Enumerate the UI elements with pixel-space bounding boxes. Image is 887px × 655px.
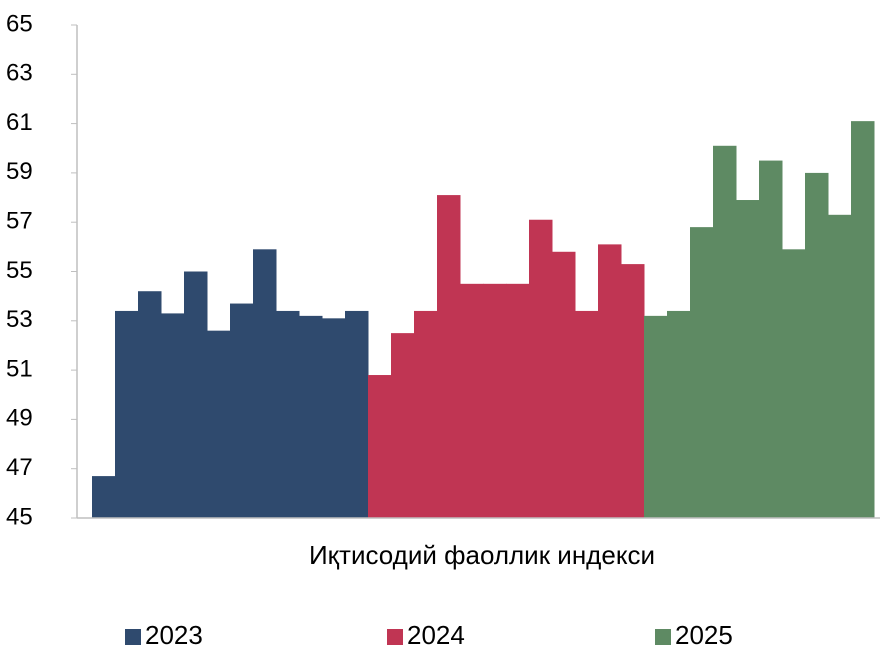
bar — [391, 333, 415, 518]
x-axis-label: Иқтисодий фаоллик индекси — [309, 540, 655, 570]
legend-label: 2023 — [145, 620, 203, 650]
bar — [575, 310, 599, 518]
legend-swatch — [387, 629, 403, 645]
bar — [667, 310, 691, 518]
bar — [598, 244, 622, 518]
bar — [460, 283, 484, 518]
legend-swatch — [655, 629, 671, 645]
bar — [644, 315, 668, 518]
bar — [368, 375, 392, 518]
bar — [161, 313, 185, 518]
bar — [138, 291, 162, 518]
bar — [736, 200, 760, 518]
y-tick-label: 65 — [6, 10, 33, 37]
y-tick-label: 53 — [6, 306, 33, 333]
bar — [207, 330, 231, 518]
y-tick-label: 59 — [6, 158, 33, 185]
y-tick-label: 47 — [6, 454, 33, 481]
y-tick-label: 55 — [6, 257, 33, 284]
y-tick-label: 61 — [6, 109, 33, 136]
bar — [115, 310, 139, 518]
bar — [621, 264, 645, 518]
bar — [782, 249, 806, 518]
bar — [690, 227, 714, 518]
bar — [552, 251, 576, 518]
y-tick-label: 49 — [6, 405, 33, 432]
y-tick-label: 51 — [6, 355, 33, 382]
bar — [184, 271, 208, 518]
bar — [253, 249, 277, 518]
bar — [506, 283, 530, 518]
bar — [276, 310, 300, 518]
legend-label: 2024 — [407, 620, 465, 650]
bar — [322, 318, 346, 518]
bar — [299, 315, 323, 518]
y-tick-label: 57 — [6, 208, 33, 235]
bar — [483, 283, 507, 518]
bar — [759, 160, 783, 518]
y-tick-label: 45 — [6, 503, 33, 530]
bar — [230, 303, 254, 518]
bar — [437, 195, 461, 518]
bar — [345, 310, 369, 518]
bar — [529, 219, 553, 519]
bar — [851, 121, 875, 518]
legend-swatch — [125, 629, 141, 645]
bar — [92, 476, 116, 518]
bar — [805, 172, 829, 518]
legend-label: 2025 — [675, 620, 733, 650]
bar — [828, 214, 852, 518]
bar — [713, 145, 737, 518]
bar — [414, 310, 438, 518]
y-tick-label: 63 — [6, 60, 33, 87]
